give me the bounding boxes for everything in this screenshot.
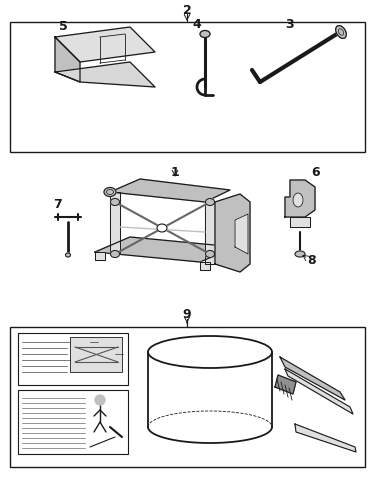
Ellipse shape — [157, 224, 167, 232]
Polygon shape — [55, 37, 80, 82]
Ellipse shape — [111, 199, 120, 205]
Ellipse shape — [200, 30, 210, 38]
Ellipse shape — [104, 187, 116, 197]
Polygon shape — [200, 262, 210, 270]
Text: 6: 6 — [312, 165, 320, 178]
Polygon shape — [290, 217, 310, 227]
Ellipse shape — [95, 395, 105, 405]
Ellipse shape — [111, 251, 120, 257]
Polygon shape — [235, 214, 248, 254]
Ellipse shape — [206, 199, 214, 205]
Polygon shape — [148, 352, 272, 443]
Polygon shape — [95, 252, 105, 260]
Polygon shape — [285, 180, 315, 217]
Text: 8: 8 — [308, 254, 316, 267]
Ellipse shape — [66, 253, 70, 257]
Polygon shape — [215, 194, 250, 272]
Polygon shape — [285, 369, 353, 414]
Polygon shape — [280, 357, 345, 400]
Bar — [70, 337, 122, 372]
Bar — [18, 333, 128, 385]
Ellipse shape — [293, 193, 303, 207]
Polygon shape — [95, 237, 235, 262]
Bar — [18, 390, 128, 454]
Ellipse shape — [336, 26, 346, 39]
Ellipse shape — [295, 251, 305, 257]
Polygon shape — [55, 62, 155, 87]
Text: 7: 7 — [53, 198, 62, 211]
Polygon shape — [55, 27, 155, 62]
Polygon shape — [110, 192, 120, 254]
Text: 2: 2 — [183, 3, 191, 16]
Ellipse shape — [148, 336, 272, 368]
Polygon shape — [295, 424, 356, 452]
Polygon shape — [205, 202, 215, 264]
Bar — [10, 22, 365, 152]
Text: 1: 1 — [171, 165, 179, 178]
Text: 5: 5 — [58, 21, 68, 34]
Bar — [10, 327, 365, 467]
Text: 9: 9 — [183, 308, 191, 321]
Text: 4: 4 — [193, 18, 201, 31]
Polygon shape — [110, 179, 230, 202]
Text: 3: 3 — [286, 18, 294, 31]
Polygon shape — [275, 375, 296, 394]
Ellipse shape — [206, 251, 214, 257]
